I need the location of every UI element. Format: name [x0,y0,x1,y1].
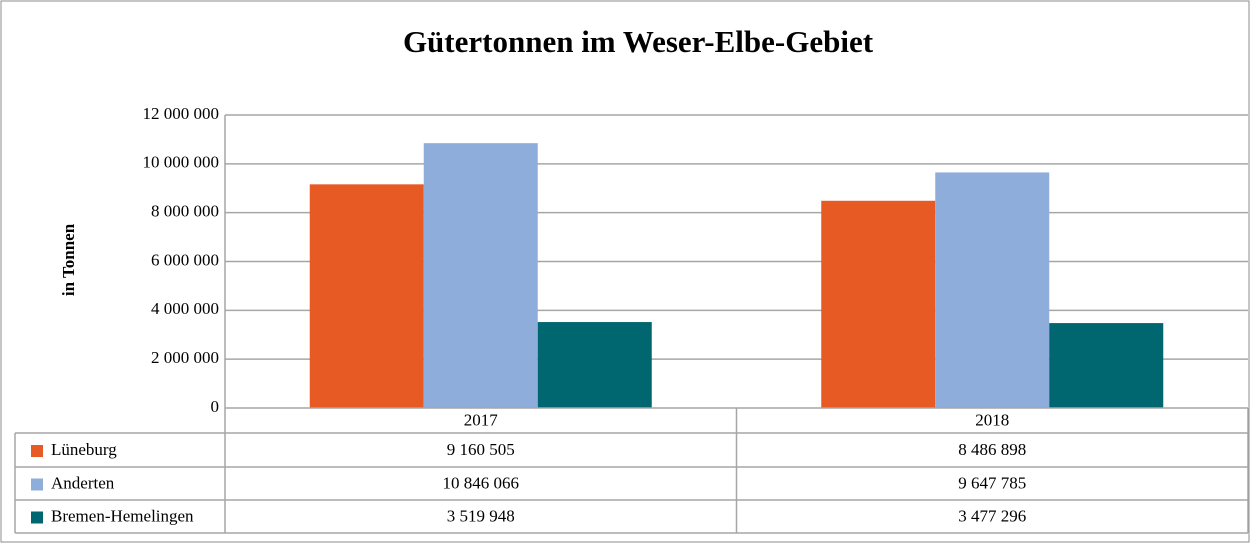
y-tick-label: 8 000 000 [151,202,219,221]
y-tick-label: 12 000 000 [143,104,220,123]
bar [1049,323,1164,408]
legend-label: Lüneburg [51,440,117,459]
table-value: 10 846 066 [443,473,520,492]
y-axis-label: in Tonnen [59,223,78,296]
legend-swatch [31,478,43,491]
x-tick-label: 2018 [975,410,1009,429]
bar [537,322,652,408]
legend-label: Bremen-Hemelingen [51,506,194,525]
legend-swatch [31,511,43,524]
bar [309,184,424,408]
table-value: 8 486 898 [958,440,1026,459]
table-value: 3 477 296 [958,506,1026,525]
chart-title: Gütertonnen im Weser-Elbe-Gebiet [403,24,874,59]
table-value: 9 647 785 [958,473,1026,492]
table-value: 3 519 948 [447,506,515,525]
y-tick-label: 0 [211,397,220,416]
x-tick-label: 2017 [464,410,499,429]
bar [821,200,936,408]
y-tick-label: 4 000 000 [151,299,219,318]
y-tick-label: 10 000 000 [143,153,220,172]
legend-swatch [31,445,43,457]
legend-label: Anderten [51,473,115,492]
y-tick-label: 6 000 000 [151,250,219,269]
table-value: 9 160 505 [447,440,515,459]
y-tick-label: 2 000 000 [151,348,219,367]
bar [423,143,538,408]
bar [935,172,1050,408]
